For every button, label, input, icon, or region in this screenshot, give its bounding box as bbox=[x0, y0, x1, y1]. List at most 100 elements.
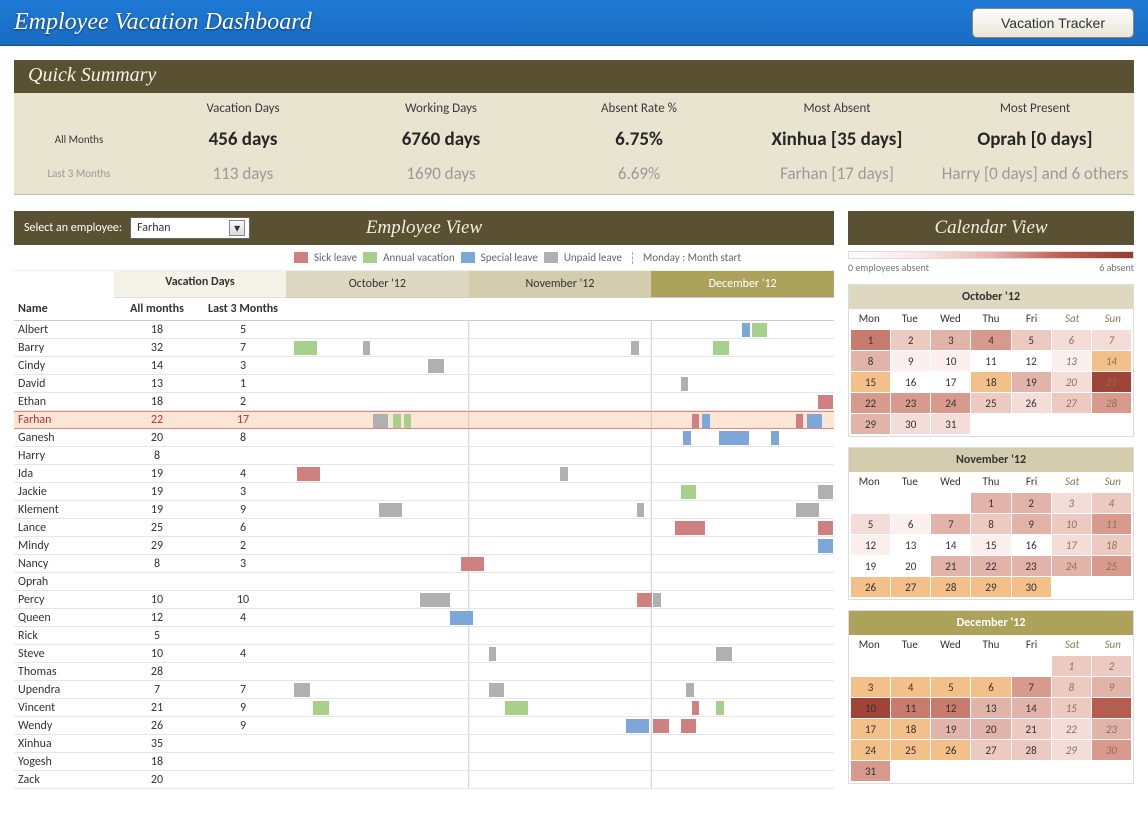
cal-day[interactable]: 31 bbox=[851, 761, 890, 781]
cal-day[interactable]: 28 bbox=[1092, 393, 1131, 413]
cal-day[interactable]: 10 bbox=[931, 351, 970, 371]
cal-day[interactable]: 12 bbox=[931, 698, 970, 718]
cal-day[interactable]: 27 bbox=[971, 740, 1010, 760]
cal-day[interactable]: 9 bbox=[1012, 514, 1051, 534]
cal-day[interactable]: 29 bbox=[971, 577, 1010, 597]
employee-row[interactable]: Thomas 28 bbox=[14, 663, 834, 681]
employee-row[interactable]: Steve 10 4 bbox=[14, 645, 834, 663]
cal-day[interactable]: 11 bbox=[1092, 514, 1131, 534]
cal-day[interactable]: 7 bbox=[1012, 677, 1051, 697]
cal-day[interactable]: 29 bbox=[1052, 740, 1091, 760]
cal-day[interactable]: 20 bbox=[1052, 372, 1091, 392]
cal-day[interactable]: 21 bbox=[1012, 719, 1051, 739]
cal-day[interactable]: 19 bbox=[1012, 372, 1051, 392]
employee-row[interactable]: Farhan 22 17 bbox=[14, 411, 834, 429]
cal-day[interactable]: 8 bbox=[851, 351, 890, 371]
cal-day[interactable]: 30 bbox=[1092, 740, 1131, 760]
employee-row[interactable]: Upendra 7 7 bbox=[14, 681, 834, 699]
cal-day[interactable]: 4 bbox=[971, 330, 1010, 350]
cal-day[interactable]: 6 bbox=[891, 514, 930, 534]
employee-row[interactable]: Ganesh 20 8 bbox=[14, 429, 834, 447]
cal-day[interactable]: 24 bbox=[1052, 556, 1091, 576]
cal-day[interactable]: 25 bbox=[971, 393, 1010, 413]
cal-day[interactable]: 22 bbox=[971, 556, 1010, 576]
cal-day[interactable]: 27 bbox=[1052, 393, 1091, 413]
cal-day[interactable]: 30 bbox=[891, 414, 930, 434]
cal-day[interactable]: 28 bbox=[1012, 740, 1051, 760]
cal-day[interactable]: 15 bbox=[1052, 698, 1091, 718]
cal-day[interactable]: 22 bbox=[1052, 719, 1091, 739]
cal-day[interactable]: 4 bbox=[1092, 493, 1131, 513]
cal-day[interactable]: 29 bbox=[851, 414, 890, 434]
cal-day[interactable]: 5 bbox=[1012, 330, 1051, 350]
employee-row[interactable]: Jackie 19 3 bbox=[14, 483, 834, 501]
cal-day[interactable]: 20 bbox=[971, 719, 1010, 739]
cal-day[interactable]: 26 bbox=[1012, 393, 1051, 413]
employee-row[interactable]: Nancy 8 3 bbox=[14, 555, 834, 573]
cal-day[interactable]: 9 bbox=[891, 351, 930, 371]
cal-day[interactable]: 2 bbox=[891, 330, 930, 350]
cal-day[interactable]: 14 bbox=[1092, 351, 1131, 371]
cal-day[interactable]: 23 bbox=[1012, 556, 1051, 576]
cal-day[interactable]: 26 bbox=[931, 740, 970, 760]
cal-day[interactable]: 25 bbox=[1092, 556, 1131, 576]
cal-day[interactable]: 17 bbox=[1052, 535, 1091, 555]
cal-day[interactable]: 17 bbox=[851, 719, 890, 739]
cal-day[interactable]: 15 bbox=[851, 372, 890, 392]
cal-day[interactable]: 14 bbox=[1012, 698, 1051, 718]
cal-day[interactable]: 8 bbox=[1052, 677, 1091, 697]
cal-day[interactable]: 10 bbox=[851, 698, 890, 718]
cal-day[interactable]: 5 bbox=[851, 514, 890, 534]
employee-row[interactable]: Xinhua 35 bbox=[14, 735, 834, 753]
cal-day[interactable]: 18 bbox=[971, 372, 1010, 392]
employee-row[interactable]: Queen 12 4 bbox=[14, 609, 834, 627]
cal-day[interactable]: 24 bbox=[851, 740, 890, 760]
cal-day[interactable]: 26 bbox=[851, 577, 890, 597]
cal-day[interactable]: 12 bbox=[1012, 351, 1051, 371]
employee-row[interactable]: Oprah bbox=[14, 573, 834, 591]
cal-day[interactable]: 13 bbox=[971, 698, 1010, 718]
cal-day[interactable]: 16 bbox=[891, 372, 930, 392]
cal-day[interactable]: 22 bbox=[851, 393, 890, 413]
cal-day[interactable]: 25 bbox=[891, 740, 930, 760]
cal-day[interactable]: 6 bbox=[971, 677, 1010, 697]
employee-row[interactable]: Barry 32 7 bbox=[14, 339, 834, 357]
cal-day[interactable]: 15 bbox=[971, 535, 1010, 555]
cal-day[interactable]: 2 bbox=[1012, 493, 1051, 513]
cal-day[interactable]: 11 bbox=[891, 698, 930, 718]
employee-row[interactable]: Ida 19 4 bbox=[14, 465, 834, 483]
employee-row[interactable]: Vincent 21 9 bbox=[14, 699, 834, 717]
cal-day[interactable]: 7 bbox=[1092, 330, 1131, 350]
cal-day[interactable]: 30 bbox=[1012, 577, 1051, 597]
cal-day[interactable]: 23 bbox=[891, 393, 930, 413]
employee-row[interactable]: Ethan 18 2 bbox=[14, 393, 834, 411]
vacation-tracker-button[interactable]: Vacation Tracker bbox=[972, 8, 1134, 38]
cal-day[interactable]: 19 bbox=[931, 719, 970, 739]
cal-day[interactable]: 9 bbox=[1092, 677, 1131, 697]
employee-row[interactable]: Klement 19 9 bbox=[14, 501, 834, 519]
cal-day[interactable]: 5 bbox=[931, 677, 970, 697]
employee-row[interactable]: Percy 10 10 bbox=[14, 591, 834, 609]
cal-day[interactable]: 1 bbox=[971, 493, 1010, 513]
cal-day[interactable]: 14 bbox=[931, 535, 970, 555]
cal-day[interactable]: 12 bbox=[851, 535, 890, 555]
employee-select[interactable]: Farhan ▾ bbox=[130, 217, 250, 239]
cal-day[interactable]: 17 bbox=[931, 372, 970, 392]
employee-row[interactable]: Harry 8 bbox=[14, 447, 834, 465]
cal-day[interactable]: 18 bbox=[1092, 535, 1131, 555]
cal-day[interactable]: 16 bbox=[1012, 535, 1051, 555]
employee-row[interactable]: David 13 1 bbox=[14, 375, 834, 393]
cal-day[interactable]: 24 bbox=[931, 393, 970, 413]
cal-day[interactable]: 4 bbox=[891, 677, 930, 697]
cal-day[interactable]: 28 bbox=[931, 577, 970, 597]
employee-row[interactable]: Albert 18 5 bbox=[14, 321, 834, 339]
cal-day[interactable]: 13 bbox=[1052, 351, 1091, 371]
employee-row[interactable]: Lance 25 6 bbox=[14, 519, 834, 537]
cal-day[interactable]: 16 bbox=[1092, 698, 1131, 718]
cal-day[interactable]: 7 bbox=[931, 514, 970, 534]
cal-day[interactable]: 20 bbox=[891, 556, 930, 576]
cal-day[interactable]: 23 bbox=[1092, 719, 1131, 739]
employee-row[interactable]: Zack 20 bbox=[14, 771, 834, 789]
cal-day[interactable]: 10 bbox=[1052, 514, 1091, 534]
cal-day[interactable]: 18 bbox=[891, 719, 930, 739]
